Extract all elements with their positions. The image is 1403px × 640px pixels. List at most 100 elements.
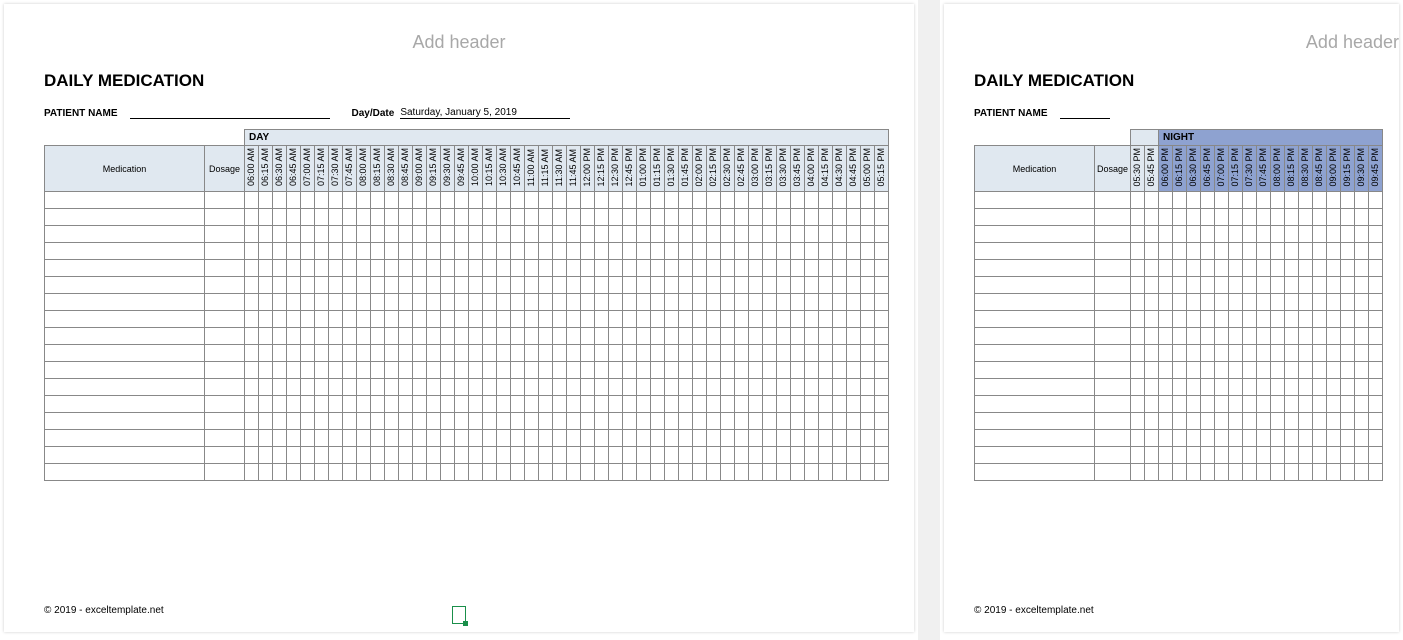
time-cell[interactable] <box>273 277 287 294</box>
time-cell[interactable] <box>1369 192 1383 209</box>
time-cell[interactable] <box>1187 396 1201 413</box>
time-cell[interactable] <box>581 447 595 464</box>
time-cell[interactable] <box>1341 464 1355 481</box>
time-cell[interactable] <box>399 345 413 362</box>
time-cell[interactable] <box>819 396 833 413</box>
time-cell[interactable] <box>637 362 651 379</box>
time-cell[interactable] <box>399 396 413 413</box>
time-cell[interactable] <box>1201 328 1215 345</box>
time-cell[interactable] <box>1243 464 1257 481</box>
time-cell[interactable] <box>595 192 609 209</box>
time-cell[interactable] <box>791 447 805 464</box>
time-cell[interactable] <box>315 209 329 226</box>
time-cell[interactable] <box>1355 464 1369 481</box>
time-cell[interactable] <box>357 209 371 226</box>
time-cell[interactable] <box>469 209 483 226</box>
time-cell[interactable] <box>1243 447 1257 464</box>
time-cell[interactable] <box>763 345 777 362</box>
time-cell[interactable] <box>567 430 581 447</box>
time-cell[interactable] <box>511 413 525 430</box>
medication-cell[interactable] <box>45 192 205 209</box>
time-cell[interactable] <box>567 311 581 328</box>
time-cell[interactable] <box>763 226 777 243</box>
dosage-cell[interactable] <box>205 396 245 413</box>
time-cell[interactable] <box>861 277 875 294</box>
time-cell[interactable] <box>623 362 637 379</box>
time-cell[interactable] <box>1159 328 1173 345</box>
time-cell[interactable] <box>301 311 315 328</box>
time-cell[interactable] <box>469 243 483 260</box>
time-cell[interactable] <box>497 260 511 277</box>
time-cell[interactable] <box>1229 447 1243 464</box>
time-cell[interactable] <box>525 464 539 481</box>
time-cell[interactable] <box>861 464 875 481</box>
time-cell[interactable] <box>553 294 567 311</box>
dosage-cell[interactable] <box>1095 362 1131 379</box>
time-cell[interactable] <box>357 192 371 209</box>
time-cell[interactable] <box>875 464 889 481</box>
time-cell[interactable] <box>581 209 595 226</box>
time-cell[interactable] <box>539 209 553 226</box>
time-cell[interactable] <box>1285 345 1299 362</box>
time-cell[interactable] <box>833 260 847 277</box>
time-cell[interactable] <box>259 396 273 413</box>
time-cell[interactable] <box>651 430 665 447</box>
time-cell[interactable] <box>427 379 441 396</box>
time-cell[interactable] <box>1257 328 1271 345</box>
time-cell[interactable] <box>455 209 469 226</box>
time-cell[interactable] <box>427 209 441 226</box>
time-cell[interactable] <box>483 226 497 243</box>
time-cell[interactable] <box>399 413 413 430</box>
dosage-cell[interactable] <box>1095 464 1131 481</box>
time-cell[interactable] <box>1145 379 1159 396</box>
time-cell[interactable] <box>1369 328 1383 345</box>
time-cell[interactable] <box>1173 362 1187 379</box>
time-cell[interactable] <box>553 464 567 481</box>
time-cell[interactable] <box>1159 243 1173 260</box>
time-cell[interactable] <box>427 192 441 209</box>
dosage-cell[interactable] <box>205 430 245 447</box>
medication-row[interactable] <box>975 260 1383 277</box>
time-cell[interactable] <box>805 243 819 260</box>
time-cell[interactable] <box>539 243 553 260</box>
time-cell[interactable] <box>1159 294 1173 311</box>
time-cell[interactable] <box>567 294 581 311</box>
time-cell[interactable] <box>1187 243 1201 260</box>
time-cell[interactable] <box>749 226 763 243</box>
time-cell[interactable] <box>847 396 861 413</box>
dosage-cell[interactable] <box>1095 430 1131 447</box>
time-cell[interactable] <box>693 464 707 481</box>
time-cell[interactable] <box>413 464 427 481</box>
time-cell[interactable] <box>497 243 511 260</box>
medication-cell[interactable] <box>45 379 205 396</box>
time-cell[interactable] <box>245 396 259 413</box>
time-cell[interactable] <box>539 311 553 328</box>
time-cell[interactable] <box>1313 260 1327 277</box>
time-cell[interactable] <box>819 379 833 396</box>
time-cell[interactable] <box>819 192 833 209</box>
time-cell[interactable] <box>469 260 483 277</box>
time-cell[interactable] <box>441 192 455 209</box>
time-cell[interactable] <box>329 345 343 362</box>
time-cell[interactable] <box>1271 328 1285 345</box>
dosage-cell[interactable] <box>1095 345 1131 362</box>
time-cell[interactable] <box>1355 362 1369 379</box>
time-cell[interactable] <box>735 260 749 277</box>
time-cell[interactable] <box>791 345 805 362</box>
time-cell[interactable] <box>567 260 581 277</box>
time-cell[interactable] <box>1285 362 1299 379</box>
time-cell[interactable] <box>637 226 651 243</box>
time-cell[interactable] <box>1369 243 1383 260</box>
time-cell[interactable] <box>819 209 833 226</box>
time-cell[interactable] <box>721 260 735 277</box>
time-cell[interactable] <box>259 447 273 464</box>
time-cell[interactable] <box>1201 345 1215 362</box>
time-cell[interactable] <box>1243 294 1257 311</box>
time-cell[interactable] <box>525 226 539 243</box>
time-cell[interactable] <box>1145 226 1159 243</box>
time-cell[interactable] <box>1313 362 1327 379</box>
time-cell[interactable] <box>427 311 441 328</box>
time-cell[interactable] <box>259 277 273 294</box>
dosage-cell[interactable] <box>205 192 245 209</box>
time-cell[interactable] <box>1131 226 1145 243</box>
